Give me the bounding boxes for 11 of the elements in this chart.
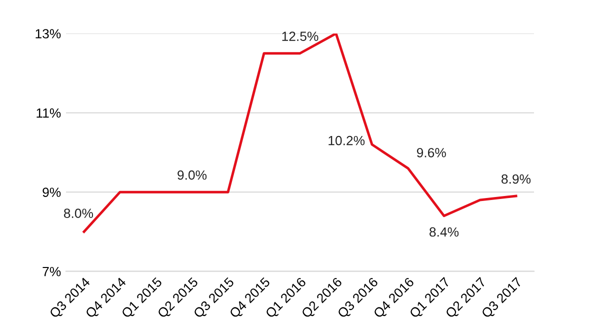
data-label: 10.2% [328, 136, 365, 146]
data-label: 8.0% [64, 208, 94, 218]
data-label: 9.6% [416, 148, 446, 158]
data-label: 12.5% [282, 32, 318, 41]
data-label: 8.9% [502, 174, 531, 184]
y-tick-label: 11% [36, 108, 61, 118]
data-label: 8.4% [430, 227, 459, 237]
y-tick-label: 7% [42, 266, 61, 276]
data-label: 9.0% [178, 170, 207, 180]
y-tick-label: 13% [36, 29, 61, 38]
y-tick-label: 9% [42, 188, 61, 197]
